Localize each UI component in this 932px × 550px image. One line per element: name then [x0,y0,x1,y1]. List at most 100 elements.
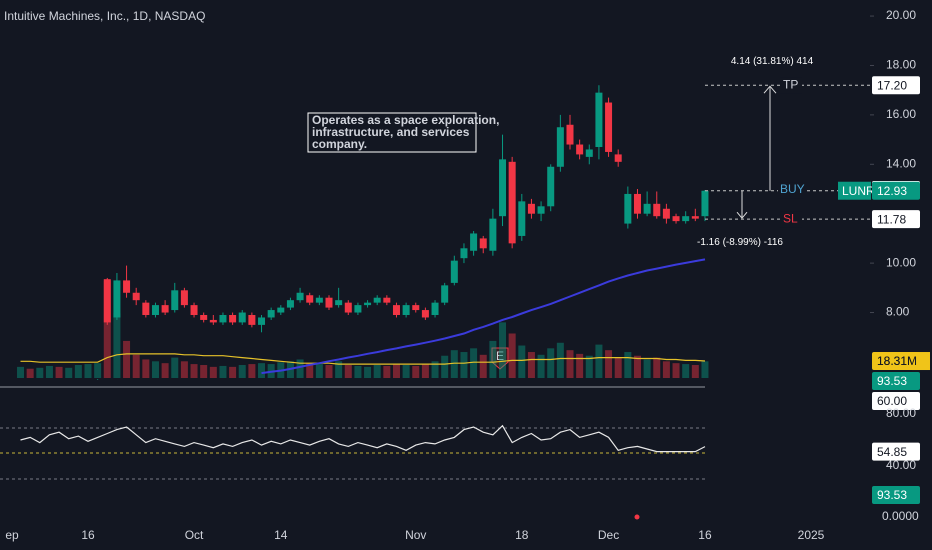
stop-arrowhead [736,211,748,219]
volume-bar [691,365,699,378]
volume-bar [306,363,314,378]
volume-bar [113,313,121,378]
volume-bar [470,348,478,378]
volume-bar [595,344,603,378]
y-tick-label: 16.00 [886,107,916,121]
candle-body [691,216,699,219]
volume-bar [171,357,179,378]
candle-body [277,307,285,313]
price-tag-label: 18.31M [877,354,917,368]
price-tag-label: 17.20 [877,78,907,92]
volume-bar [94,363,102,378]
candle-body [547,166,555,207]
volume-bar [614,357,622,378]
candle-body [171,290,179,311]
candle-body [402,305,410,315]
candle-body [296,292,304,301]
note-line: company. [312,137,367,151]
price-tag [872,181,920,200]
volume-bar [373,365,381,378]
volume-bar [364,366,372,378]
volume-bar [431,361,439,378]
candle-body [653,203,661,217]
price-tag-label: 93.53 [877,488,907,502]
sl-label: SL [783,211,798,225]
earnings-label: E [496,349,504,363]
candle-body [344,302,352,313]
price-tag-label: 18.31M [877,354,917,368]
x-tick-label: 16 [698,528,712,542]
chart-title: Intuitive Machines, Inc., 1D, NASDAQ [4,9,205,23]
x-tick-label: Nov [405,528,426,542]
candle-body [441,285,449,303]
candle-body [460,248,468,259]
volume-bar [383,365,391,378]
volume-bar [701,361,709,378]
candle-body [200,315,208,320]
candle-body [258,317,266,325]
candle-body [624,193,632,224]
volume-bar [248,364,256,378]
candle-body [479,238,487,249]
y-tick-label: 14.00 [886,156,916,170]
volume-bar [412,365,420,378]
volume-bar [190,364,198,378]
volume-bar [335,361,343,378]
x-tick-label: 2025 [798,528,825,542]
x-tick-label: 16 [81,528,95,542]
volume-bar [325,365,333,378]
buy-label: BUY [780,182,805,196]
price-tag [872,392,920,410]
volume-bar [402,365,410,378]
symbol-tag [838,181,871,200]
candle-body [286,300,294,308]
volume-bar [527,352,535,378]
label-bg [780,211,802,228]
candle-body [151,305,159,315]
candle-body [392,305,400,315]
target-text: 4.14 (31.81%) 414 [731,56,814,67]
volume-bar [200,365,208,378]
candle-body [132,292,140,301]
candle-body [585,149,593,157]
volume-bar [450,350,458,378]
volume-bar [489,340,497,378]
candle-body [209,319,217,323]
volume-bar [238,365,246,378]
volume-bar [84,364,92,378]
volume-ma [20,353,706,365]
label-bg [778,182,804,199]
candle-body [470,233,478,251]
target-arrowhead [763,85,777,94]
candle-body [605,102,613,152]
candle-body [682,216,690,222]
candle-body [643,203,651,214]
volume-bar [518,345,526,378]
candle-body [431,302,439,315]
price-tag-label: 12.93 [877,184,907,198]
candle-body [219,315,227,323]
candle-body [267,310,275,318]
volume-bar [576,353,584,378]
price-tag [872,210,920,229]
volume-bar [45,365,53,378]
candle-body [248,315,256,325]
candle-body [450,260,458,283]
candle-body [364,302,372,306]
volume-bar [605,350,613,378]
candle-body [142,302,150,315]
candle-body [161,305,169,313]
y-tick-label: 18.00 [886,58,916,72]
volume-bar [161,363,169,378]
candle-body [537,206,545,214]
volume-bar [74,365,82,378]
osc-tick-label: 0.0000 [882,509,919,523]
volume-bar [65,367,73,378]
volume-bar [499,322,507,378]
candle-body [190,305,198,315]
osc-dot [634,514,640,520]
candle-body [373,297,381,303]
x-tick-label: 18 [515,528,529,542]
candle-body [595,92,603,147]
